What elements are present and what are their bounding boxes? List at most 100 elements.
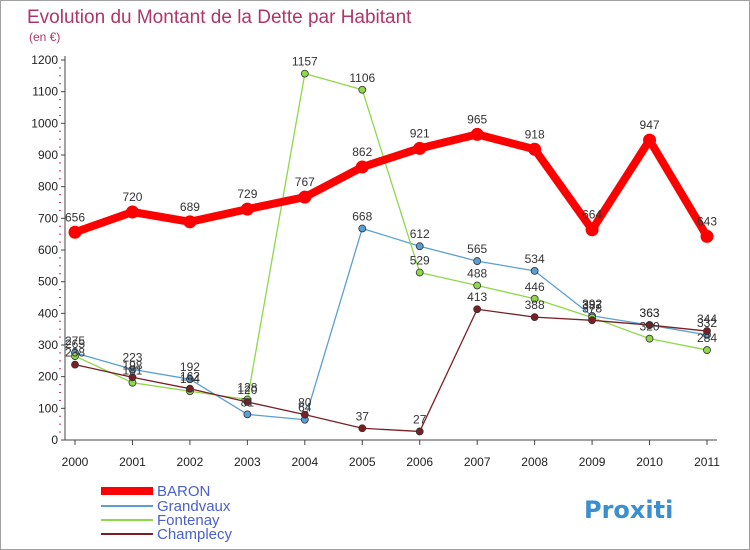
data-label-grandvaux: 534 — [525, 252, 545, 266]
chart-title: Evolution du Montant de la Dette par Hab… — [27, 7, 412, 28]
data-label-champlecy: 413 — [467, 290, 487, 304]
series-layer — [68, 69, 714, 436]
data-point-baron — [643, 133, 657, 147]
series-line-baron — [71, 130, 711, 241]
data-point-champlecy — [186, 384, 194, 393]
data-label-grandvaux: 392 — [582, 297, 602, 311]
data-label-fontenay: 154 — [180, 372, 200, 386]
y-tick-label: 400 — [38, 306, 58, 320]
data-label-baron: 947 — [640, 118, 660, 132]
y-tick-label: 300 — [38, 338, 58, 352]
proxiti-logo: Proxiti — [584, 496, 673, 524]
data-label-baron: 720 — [122, 190, 142, 204]
data-point-champlecy — [645, 321, 654, 329]
data-point-fontenay — [703, 346, 711, 354]
data-label-grandvaux: 363 — [640, 306, 660, 320]
data-label-fontenay: 1106 — [349, 71, 375, 85]
data-label-baron: 729 — [237, 187, 257, 201]
data-label-fontenay: 446 — [525, 280, 545, 294]
axes: 0 100 200 300 400 500 600 700 800 900 1000 1100 1200… — [31, 53, 720, 469]
data-point-champlecy — [128, 373, 137, 382]
data-label-champlecy: 238 — [65, 346, 85, 360]
data-point-champlecy — [415, 427, 424, 436]
data-label-fontenay: 265 — [65, 337, 85, 351]
data-point-fontenay — [473, 281, 482, 290]
data-label-champlecy: 344 — [697, 312, 717, 326]
data-point-grandvaux — [473, 257, 482, 265]
x-tick-label: 2008 — [521, 455, 548, 469]
data-label-baron: 689 — [180, 200, 200, 214]
legend-label-fontenay: Fontenay — [157, 512, 220, 529]
data-label-grandvaux: 223 — [122, 350, 142, 364]
data-label-grandvaux: 275 — [65, 334, 85, 348]
data-label-baron: 965 — [467, 112, 487, 126]
data-label-champlecy: 198 — [122, 358, 142, 372]
data-point-baron — [298, 190, 312, 204]
data-label-fontenay: 128 — [237, 380, 257, 394]
data-point-fontenay — [300, 69, 309, 78]
y-tick-label: 900 — [38, 148, 58, 162]
data-point-champlecy — [243, 398, 252, 406]
y-tick-label: 100 — [38, 401, 58, 415]
data-label-fontenay: 529 — [410, 253, 430, 267]
data-label-champlecy: 378 — [582, 301, 602, 315]
data-point-fontenay — [358, 85, 367, 94]
data-label-baron: 664 — [582, 208, 602, 222]
x-tick-label: 2010 — [636, 455, 663, 469]
series-line-grandvaux — [74, 227, 708, 421]
x-tick-label: 2011 — [694, 455, 720, 469]
x-tick-label: 2001 — [119, 455, 146, 469]
data-point-baron — [183, 215, 197, 229]
y-tick-label: 1000 — [31, 116, 58, 130]
data-point-grandvaux — [243, 410, 252, 419]
series-line-champlecy — [74, 308, 708, 433]
data-label-fontenay: 387 — [582, 298, 602, 312]
data-label-baron: 862 — [352, 145, 372, 159]
legend-label-grandvaux: Grandvaux — [157, 498, 231, 515]
data-point-champlecy — [300, 410, 309, 419]
y-tick-label: 800 — [38, 180, 58, 194]
x-tick-label: 2003 — [234, 455, 261, 469]
data-point-champlecy — [473, 305, 482, 314]
data-point-grandvaux — [186, 375, 194, 384]
data-label-baron: 918 — [525, 127, 545, 141]
y-tick-label: 600 — [38, 243, 58, 257]
data-point-champlecy — [530, 313, 539, 322]
data-point-grandvaux — [128, 365, 137, 374]
legend-label-champlecy: Champlecy — [157, 526, 233, 543]
data-point-fontenay — [530, 294, 539, 303]
x-tick-label: 2009 — [579, 455, 606, 469]
data-label-fontenay: 181 — [122, 364, 142, 378]
data-point-baron — [355, 160, 369, 174]
y-tick-label: 1100 — [32, 85, 58, 99]
y-tick-label: 0 — [51, 433, 58, 447]
data-label-fontenay: 1157 — [292, 55, 318, 69]
data-point-grandvaux — [415, 242, 424, 251]
data-labels: 275 223 192 81 64 668 612 565 534 392 363 332 265 181… — [65, 55, 717, 427]
data-label-grandvaux: 81 — [241, 395, 255, 409]
data-label-baron: 643 — [697, 214, 717, 228]
data-point-champlecy — [703, 327, 711, 335]
x-tick-label: 2002 — [177, 455, 204, 469]
data-label-grandvaux: 332 — [697, 316, 717, 330]
series-line-fontenay — [74, 72, 708, 401]
legend-label-baron: BARON — [157, 483, 210, 500]
data-label-fontenay: 320 — [640, 320, 660, 334]
x-tick-label: 2000 — [62, 455, 89, 469]
data-point-fontenay — [415, 268, 424, 277]
data-label-grandvaux: 192 — [180, 360, 200, 374]
data-point-baron — [240, 202, 254, 216]
x-tick-label: 2004 — [291, 455, 318, 469]
x-tick-label: 2007 — [464, 455, 491, 469]
data-point-baron — [125, 205, 139, 219]
data-label-fontenay: 488 — [467, 266, 487, 280]
chart-subtitle: (en €) — [29, 30, 60, 44]
data-label-champlecy: 162 — [180, 370, 200, 384]
data-point-baron — [700, 229, 714, 243]
data-point-baron — [528, 142, 542, 156]
data-point-baron — [585, 223, 599, 237]
data-label-grandvaux: 64 — [298, 401, 312, 415]
data-label-champlecy: 388 — [525, 298, 545, 312]
